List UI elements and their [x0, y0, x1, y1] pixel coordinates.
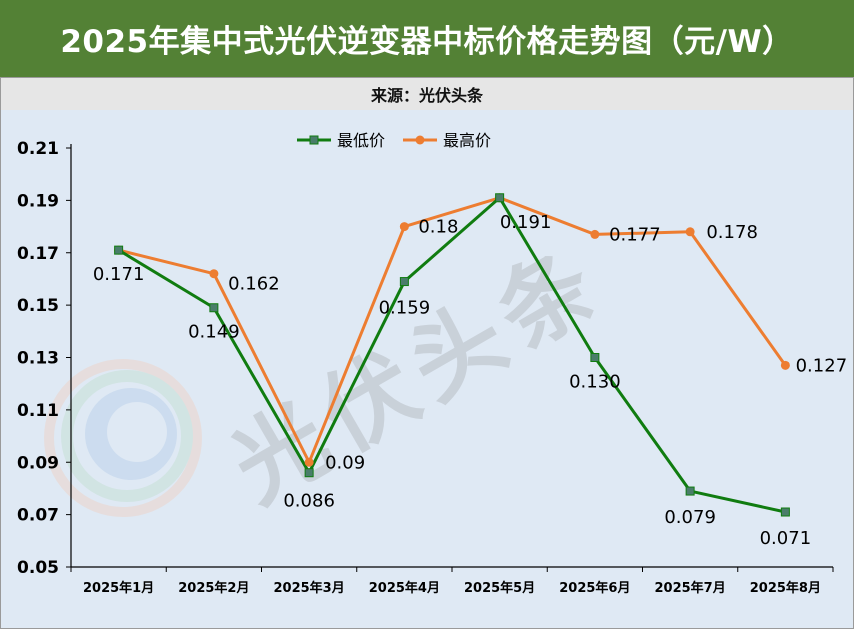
data-label-high: 0.127 — [796, 355, 848, 376]
data-label-low: 0.159 — [379, 298, 431, 319]
legend-marker — [415, 135, 425, 145]
legend-label: 最低价 — [337, 131, 385, 150]
data-label-low: 0.086 — [283, 491, 335, 512]
data-point-low — [590, 353, 600, 362]
x-tick-label: 2025年4月 — [369, 580, 440, 596]
x-tick-label: 2025年8月 — [750, 580, 821, 596]
source-bar: 来源：光伏头条 — [0, 77, 854, 111]
legend: 最低价 最高价 — [297, 131, 491, 150]
x-tick-label: 2025年1月 — [83, 580, 154, 596]
data-point-low — [685, 486, 695, 496]
x-tick-label: 2025年7月 — [655, 580, 726, 596]
data-label-low: 0.130 — [569, 372, 621, 393]
title-banner: 2025年集中式光伏逆变器中标价格走势图（元/W） — [0, 0, 854, 77]
data-label-high: 0.162 — [228, 274, 280, 295]
data-point-high — [590, 229, 600, 239]
data-label-high: 0.09 — [325, 452, 365, 473]
y-tick-label: 0.21 — [17, 139, 59, 159]
legend-marker — [309, 135, 319, 145]
y-tick-label: 0.17 — [17, 244, 59, 264]
series-line-high — [118, 196, 787, 464]
x-tick-label: 2025年6月 — [559, 580, 630, 596]
y-tick-label: 0.11 — [17, 401, 59, 421]
data-label-low: 0.191 — [500, 212, 552, 233]
line-chart: 光伏头条 0.050.070.090.110.130.150.170.190.2… — [17, 131, 847, 596]
y-tick-label: 0.07 — [17, 506, 59, 526]
data-label-high: 0.177 — [609, 224, 661, 245]
data-point-low — [399, 277, 409, 287]
data-point-high — [399, 222, 409, 232]
y-tick-label: 0.15 — [17, 296, 59, 316]
data-point-low — [495, 193, 505, 203]
data-label-high: 0.178 — [706, 222, 758, 243]
data-label-low: 0.171 — [93, 264, 145, 285]
series-layer — [114, 193, 790, 517]
x-tick-label: 2025年5月 — [464, 580, 535, 596]
data-point-high — [304, 457, 314, 467]
y-tick-label: 0.09 — [17, 453, 59, 473]
data-point-low — [304, 468, 314, 478]
x-tick-label: 2025年2月 — [178, 580, 249, 596]
chart-title: 2025年集中式光伏逆变器中标价格走势图（元/W） — [60, 24, 794, 60]
axes: 0.05 0.07 0.09 0.11 0.13 0.15 0.17 0.19 0.21 2025… — [17, 139, 834, 596]
data-point-low — [780, 507, 790, 517]
y-tick-label: 0.05 — [17, 558, 59, 578]
chart-area: 光伏头条 0.05 0.07 0.09 0.11 0.13 0.15 0.17 0.19 0.2… — [0, 110, 854, 629]
data-point-high — [780, 360, 790, 370]
series-line-low — [117, 196, 786, 514]
data-labels: 0.171 0.149 0.086 0.159 0.191 0.130 0.079 0.071… — [93, 212, 847, 549]
data-point-low — [209, 303, 219, 313]
data-label-low: 0.079 — [664, 507, 716, 528]
data-label-high: 0.18 — [418, 217, 458, 238]
watermark-logo-icon — [44, 359, 202, 517]
y-tick-label: 0.19 — [17, 191, 59, 211]
y-tick-label: 0.13 — [17, 349, 59, 369]
legend-label: 最高价 — [443, 131, 491, 150]
data-point-high — [685, 227, 695, 237]
source-text: 来源：光伏头条 — [370, 86, 483, 105]
data-point-low — [114, 245, 124, 255]
x-tick-label: 2025年3月 — [274, 580, 345, 596]
data-label-low: 0.149 — [188, 322, 240, 343]
data-label-low: 0.071 — [760, 528, 812, 549]
data-point-high — [209, 269, 219, 279]
